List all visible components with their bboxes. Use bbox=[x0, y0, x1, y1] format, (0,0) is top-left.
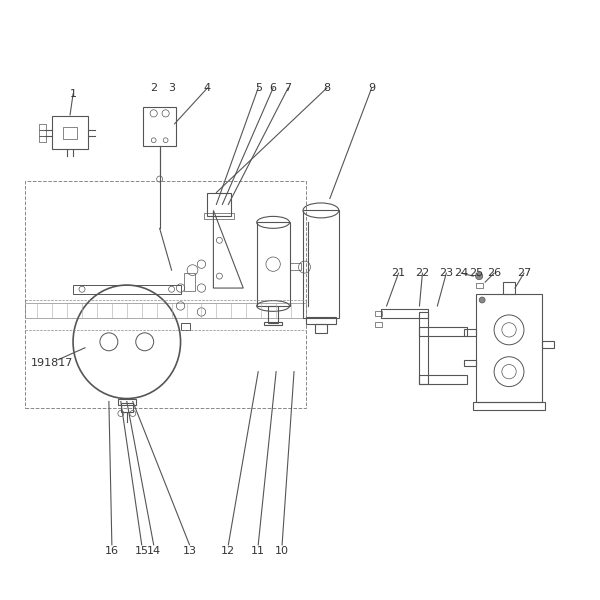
Text: 26: 26 bbox=[487, 268, 501, 278]
Text: 12: 12 bbox=[221, 546, 235, 556]
Bar bbox=[464, 329, 476, 336]
Bar bbox=[303, 211, 339, 318]
Circle shape bbox=[479, 297, 485, 303]
Bar bbox=[205, 214, 235, 220]
Bar bbox=[473, 401, 545, 410]
Text: 13: 13 bbox=[182, 546, 197, 556]
Bar bbox=[63, 127, 77, 139]
Bar bbox=[25, 181, 306, 407]
Bar bbox=[257, 223, 290, 306]
Bar bbox=[264, 322, 282, 325]
Bar bbox=[503, 282, 515, 294]
Text: 11: 11 bbox=[251, 546, 265, 556]
Circle shape bbox=[476, 272, 483, 280]
Bar bbox=[39, 136, 46, 142]
Text: 191817: 191817 bbox=[31, 358, 73, 368]
Text: 5: 5 bbox=[254, 83, 262, 93]
Bar bbox=[268, 306, 278, 323]
Text: 1: 1 bbox=[70, 89, 77, 99]
Text: 9: 9 bbox=[368, 83, 375, 93]
Bar bbox=[374, 311, 382, 316]
Text: 10: 10 bbox=[275, 546, 289, 556]
Text: 23: 23 bbox=[439, 268, 454, 278]
Bar bbox=[306, 317, 336, 324]
Bar bbox=[542, 341, 554, 348]
Text: 15: 15 bbox=[135, 546, 149, 556]
Bar bbox=[39, 130, 46, 136]
Bar bbox=[290, 263, 301, 270]
Text: 4: 4 bbox=[204, 83, 211, 93]
Bar bbox=[476, 294, 542, 401]
Bar bbox=[39, 124, 46, 130]
Bar bbox=[73, 285, 181, 294]
Text: 22: 22 bbox=[415, 268, 430, 278]
Bar bbox=[380, 309, 428, 318]
Text: 25: 25 bbox=[469, 268, 483, 278]
Bar bbox=[25, 303, 306, 318]
Bar bbox=[208, 193, 232, 217]
Bar bbox=[181, 323, 190, 330]
Bar bbox=[121, 403, 133, 412]
Text: 24: 24 bbox=[454, 268, 469, 278]
Bar bbox=[464, 360, 476, 365]
Text: 3: 3 bbox=[168, 83, 175, 93]
Bar bbox=[118, 398, 136, 404]
Bar bbox=[419, 374, 467, 383]
Text: 27: 27 bbox=[517, 268, 531, 278]
Bar bbox=[315, 324, 327, 333]
Bar bbox=[52, 116, 88, 149]
Bar bbox=[184, 273, 196, 291]
Text: 14: 14 bbox=[146, 546, 161, 556]
Text: 8: 8 bbox=[323, 83, 331, 93]
Bar bbox=[476, 283, 484, 288]
Bar bbox=[143, 107, 176, 146]
Bar bbox=[419, 327, 467, 336]
Text: 21: 21 bbox=[391, 268, 406, 278]
Text: 6: 6 bbox=[269, 83, 277, 93]
Text: 7: 7 bbox=[284, 83, 292, 93]
Bar bbox=[374, 322, 382, 327]
Bar bbox=[419, 312, 428, 383]
Text: 16: 16 bbox=[105, 546, 119, 556]
Text: 2: 2 bbox=[150, 83, 157, 93]
